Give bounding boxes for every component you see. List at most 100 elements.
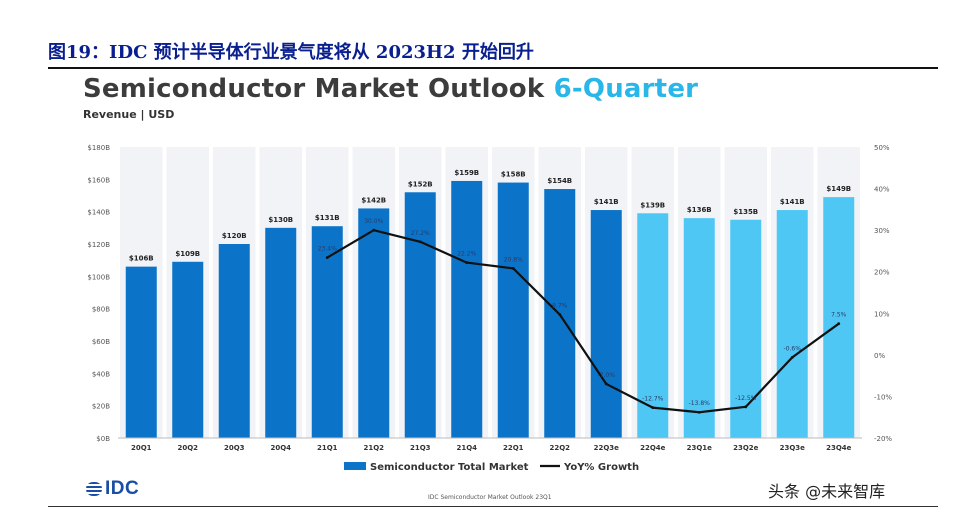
bar (125, 266, 157, 438)
bar-value-label: $109B (175, 250, 200, 258)
legend-label-bars: Semiconductor Total Market (370, 462, 529, 473)
top-divider (48, 67, 938, 69)
yoy-value-label: -12.5% (735, 395, 757, 402)
x-tick-label: 21Q4 (456, 444, 477, 452)
yoy-point (837, 322, 841, 326)
x-tick-label: 21Q3 (410, 444, 431, 452)
x-tick-label: 23Q3e (780, 444, 806, 452)
x-tick-label: 20Q1 (131, 444, 152, 452)
yoy-value-label: 22.2% (457, 251, 476, 258)
yoy-value-label: 7.5% (831, 312, 847, 319)
bar-value-label: $139B (640, 201, 665, 209)
idc-logo-text: IDC (105, 478, 140, 499)
y-left-tick-label: $40B (92, 370, 110, 378)
yoy-point (511, 266, 515, 270)
legend-label-line: YoY% Growth (563, 462, 639, 473)
x-tick-label: 21Q2 (363, 444, 384, 452)
legend-swatch-bars (344, 462, 366, 470)
x-tick-label: 22Q4e (640, 444, 666, 452)
yoy-growth-line (326, 229, 840, 414)
bar (730, 219, 762, 438)
bar-value-label: $120B (222, 232, 247, 240)
yoy-value-label: 9.7% (552, 303, 568, 310)
bar-value-label: $135B (733, 208, 758, 216)
y-right-tick-label: 0% (874, 352, 885, 360)
bar (218, 244, 250, 438)
bar-value-label: $142B (361, 196, 386, 204)
bar (265, 227, 297, 438)
bar (637, 213, 669, 438)
bar (404, 192, 436, 438)
x-tick-label: 21Q1 (317, 444, 338, 452)
yoy-value-label: -13.8% (689, 400, 711, 407)
y-right-tick-label: 30% (874, 227, 890, 235)
yoy-point (790, 355, 794, 359)
bar-value-label: $141B (594, 198, 619, 206)
y-right-tick-label: 40% (874, 186, 890, 194)
yoy-value-label: -12.7% (642, 396, 664, 403)
idc-logo: IDC (86, 478, 139, 500)
chart-title-accent: 6-Quarter (553, 74, 699, 104)
yoy-point (558, 313, 562, 316)
y-left-tick-label: $120B (87, 241, 110, 249)
y-left-tick-label: $100B (87, 273, 110, 281)
yoy-point (465, 261, 469, 264)
y-right-tick-label: 20% (874, 269, 890, 277)
y-left-tick-label: $80B (92, 306, 110, 314)
x-tick-label: 22Q2 (549, 444, 570, 452)
y-left-tick-label: $180B (87, 144, 110, 152)
bar-value-label: $141B (780, 198, 805, 206)
yoy-point (744, 405, 748, 409)
bar (776, 210, 808, 438)
x-tick-label: 20Q4 (270, 444, 291, 452)
bar (311, 226, 343, 438)
y-right-tick-label: -10% (874, 393, 892, 401)
bar-value-label: $152B (408, 180, 433, 188)
yoy-value-label: 27.2% (411, 230, 430, 237)
chart-subtitle: Revenue | USD (83, 108, 175, 121)
bar-value-label: $149B (826, 185, 851, 193)
bar (823, 197, 855, 438)
x-tick-label: 23Q4e (826, 444, 852, 452)
bar (590, 210, 622, 438)
figure-caption: 图19：IDC 预计半导体行业景气度将从 2023H2 开始回升 (48, 42, 534, 63)
bar-value-label: $158B (501, 171, 526, 179)
y-left-tick-label: $20B (92, 403, 110, 411)
y-left-tick-label: $0B (96, 435, 110, 443)
yoy-value-label: -0.6% (784, 345, 802, 352)
bottom-divider (48, 506, 938, 507)
yoy-point (418, 240, 422, 244)
x-tick-label: 22Q3e (594, 444, 620, 452)
chart-title-main: Semiconductor Market Outlook (83, 74, 554, 104)
yoy-point (651, 406, 655, 410)
y-left-tick-label: $140B (87, 209, 110, 217)
yoy-value-label: 20.8% (504, 256, 523, 263)
y-right-tick-label: -20% (874, 435, 892, 443)
bar-value-label: $130B (268, 216, 293, 224)
x-tick-label: 20Q2 (177, 444, 198, 452)
yoy-value-label: 23.4% (318, 246, 337, 253)
x-tick-label: 23Q2e (733, 444, 759, 452)
bar-value-label: $131B (315, 214, 340, 222)
bar (358, 208, 390, 438)
x-tick-label: 23Q1e (687, 444, 713, 452)
x-tick-label: 20Q3 (224, 444, 245, 452)
y-right-tick-label: 10% (874, 310, 890, 318)
yoy-value-label: 30.0% (364, 218, 383, 225)
yoy-value-label: -7.0% (598, 372, 616, 379)
chart-title: Semiconductor Market Outlook 6-Quarter (83, 74, 698, 104)
bar-value-label: $136B (687, 206, 712, 214)
bar (451, 180, 483, 438)
yoy-point (697, 410, 701, 414)
idc-logo-mark (86, 482, 102, 496)
y-left-tick-label: $160B (87, 176, 110, 184)
yoy-point (604, 382, 608, 386)
bar-value-label: $154B (547, 177, 572, 185)
bar (497, 182, 529, 438)
bar (172, 261, 204, 438)
yoy-point (372, 228, 376, 232)
y-left-tick-label: $60B (92, 338, 110, 346)
watermark: 头条 @未来智库 (768, 482, 886, 501)
bar-value-label: $106B (129, 255, 154, 263)
